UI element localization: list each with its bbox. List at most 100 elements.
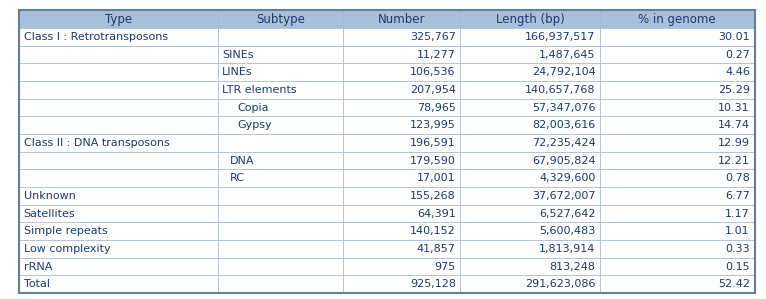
Bar	[218, 28, 342, 46]
Bar	[342, 258, 460, 275]
Bar	[460, 99, 600, 116]
Bar	[19, 170, 218, 187]
Text: LTR elements: LTR elements	[222, 85, 297, 95]
Text: 30.01: 30.01	[719, 32, 750, 42]
Bar	[342, 63, 460, 81]
Text: 140,152: 140,152	[410, 226, 456, 236]
Text: DNA: DNA	[230, 155, 254, 166]
Text: RC: RC	[230, 173, 245, 183]
Bar	[19, 222, 218, 240]
Text: rRNA: rRNA	[24, 262, 52, 271]
Bar	[19, 28, 218, 46]
Text: 813,248: 813,248	[549, 262, 595, 271]
Text: 1.17: 1.17	[725, 208, 750, 219]
Text: 41,857: 41,857	[417, 244, 456, 254]
Text: 82,003,616: 82,003,616	[532, 120, 595, 130]
Text: Length (bp): Length (bp)	[496, 13, 565, 26]
Bar	[342, 134, 460, 152]
Text: Number: Number	[378, 13, 425, 26]
Bar	[342, 10, 460, 28]
Bar	[600, 10, 755, 28]
Bar	[460, 116, 600, 134]
Bar	[19, 134, 218, 152]
Bar	[342, 28, 460, 46]
Text: 64,391: 64,391	[417, 208, 456, 219]
Text: LINEs: LINEs	[222, 67, 253, 77]
Bar	[460, 63, 600, 81]
Bar	[600, 170, 755, 187]
Bar	[460, 205, 600, 222]
Bar	[19, 99, 218, 116]
Bar	[600, 63, 755, 81]
Bar	[600, 258, 755, 275]
Bar	[218, 240, 342, 258]
Text: 140,657,768: 140,657,768	[525, 85, 595, 95]
Bar	[460, 170, 600, 187]
Bar	[342, 99, 460, 116]
Text: 6.77: 6.77	[725, 191, 750, 201]
Bar	[460, 240, 600, 258]
Bar	[460, 134, 600, 152]
Bar	[600, 134, 755, 152]
Text: 196,591: 196,591	[410, 138, 456, 148]
Bar	[218, 46, 342, 63]
Text: 207,954: 207,954	[410, 85, 456, 95]
Bar	[342, 81, 460, 99]
Bar	[342, 170, 460, 187]
Bar	[19, 116, 218, 134]
Bar	[218, 99, 342, 116]
Text: 24,792,104: 24,792,104	[532, 67, 595, 77]
Text: 1,487,645: 1,487,645	[539, 50, 595, 60]
Text: 10.31: 10.31	[719, 103, 750, 113]
Bar	[600, 275, 755, 293]
Bar	[218, 134, 342, 152]
Bar	[460, 81, 600, 99]
Bar	[600, 187, 755, 205]
Bar	[460, 258, 600, 275]
Bar	[19, 10, 218, 28]
Bar	[600, 152, 755, 170]
Text: Class II : DNA transposons: Class II : DNA transposons	[24, 138, 169, 148]
Bar	[342, 222, 460, 240]
Bar	[19, 152, 218, 170]
Text: Copia: Copia	[237, 103, 269, 113]
Text: Satellites: Satellites	[24, 208, 75, 219]
Bar	[460, 152, 600, 170]
Text: Class I : Retrotransposons: Class I : Retrotransposons	[24, 32, 168, 42]
Text: Total: Total	[24, 279, 50, 289]
Bar	[19, 187, 218, 205]
Bar	[19, 258, 218, 275]
Bar	[218, 187, 342, 205]
Text: % in genome: % in genome	[639, 13, 716, 26]
Bar	[600, 46, 755, 63]
Text: 0.27: 0.27	[725, 50, 750, 60]
Bar	[600, 81, 755, 99]
Text: 1.01: 1.01	[725, 226, 750, 236]
Bar	[218, 10, 342, 28]
Bar	[218, 205, 342, 222]
Text: 179,590: 179,590	[410, 155, 456, 166]
Bar	[218, 170, 342, 187]
Bar	[600, 116, 755, 134]
Text: Low complexity: Low complexity	[24, 244, 110, 254]
Text: 925,128: 925,128	[410, 279, 456, 289]
Bar	[19, 275, 218, 293]
Text: 5,600,483: 5,600,483	[539, 226, 595, 236]
Bar	[342, 240, 460, 258]
Text: 12.21: 12.21	[718, 155, 750, 166]
Bar	[342, 116, 460, 134]
Bar	[600, 205, 755, 222]
Text: Unknown: Unknown	[24, 191, 76, 201]
Text: 106,536: 106,536	[411, 67, 456, 77]
Bar	[600, 28, 755, 46]
Text: 975: 975	[434, 262, 456, 271]
Text: 291,623,086: 291,623,086	[525, 279, 595, 289]
Bar	[460, 28, 600, 46]
Text: Gypsy: Gypsy	[237, 120, 272, 130]
Text: 0.78: 0.78	[725, 173, 750, 183]
Text: Subtype: Subtype	[256, 13, 305, 26]
Text: 57,347,076: 57,347,076	[532, 103, 595, 113]
Bar	[460, 10, 600, 28]
Text: 325,767: 325,767	[410, 32, 456, 42]
Text: 0.33: 0.33	[725, 244, 750, 254]
